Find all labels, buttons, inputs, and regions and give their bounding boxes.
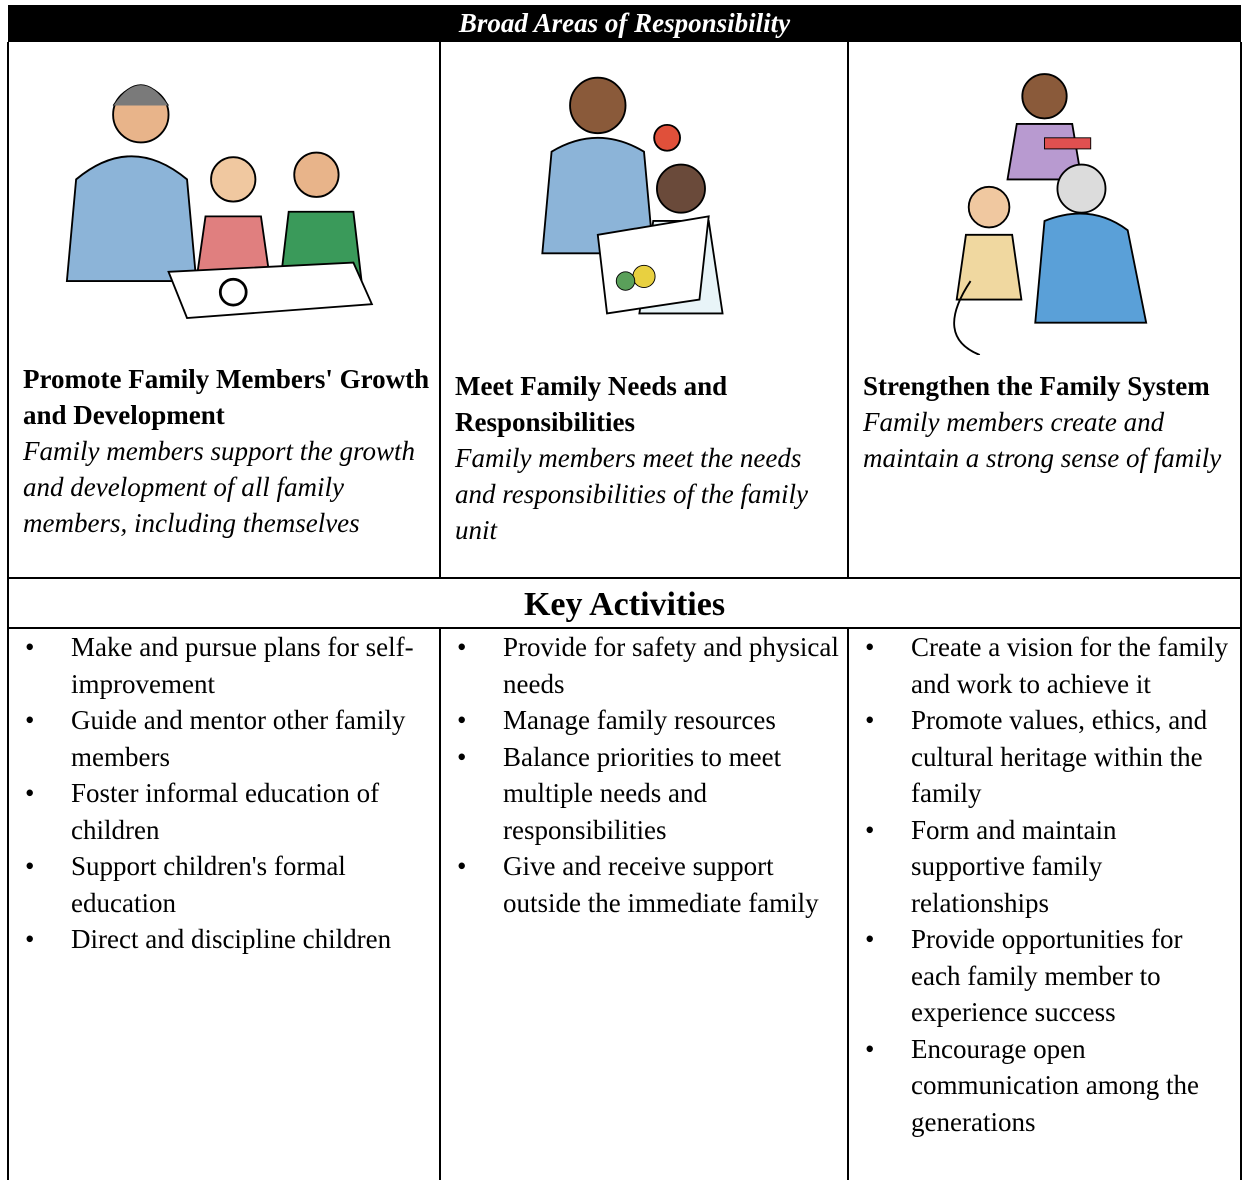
column-cell: Meet Family Needs and Responsibilities Fa…: [441, 42, 847, 577]
border: [7, 577, 1242, 579]
activity: Form and maintain supportive family rela…: [865, 812, 1232, 922]
activities-cell: Create a vision for the family and work …: [849, 629, 1240, 1140]
heading: Strengthen the Family System: [863, 371, 1210, 401]
activity: Guide and mentor other family members: [25, 702, 431, 775]
activity: Provide for safety and physical needs: [457, 629, 839, 702]
activity-list: Create a vision for the family and work …: [859, 629, 1232, 1140]
cell-text: Meet Family Needs and Responsibilities Fa…: [455, 368, 841, 548]
border: [7, 627, 1242, 629]
description: Family members meet the needs and respon…: [455, 443, 808, 545]
activities-cell: Make and pursue plans for self-improveme…: [9, 629, 439, 958]
table-header: Broad Areas of Responsibility: [8, 5, 1241, 42]
section-title: Key Activities: [523, 586, 726, 623]
border: [847, 42, 849, 579]
activities-cell: Provide for safety and physical needsMan…: [441, 629, 847, 921]
column-cell: Strengthen the Family System Family membe…: [849, 42, 1240, 577]
border: [439, 42, 441, 579]
description: Family members create and maintain a str…: [863, 407, 1222, 473]
activity: Encourage open communication among the g…: [865, 1031, 1232, 1141]
activity: Support children's formal education: [25, 848, 431, 921]
activity: Foster informal education of children: [25, 775, 431, 848]
illustration: [953, 73, 1148, 355]
cell-text: Strengthen the Family System Family membe…: [863, 368, 1234, 476]
activity-list: Make and pursue plans for self-improveme…: [19, 629, 431, 958]
activity: Promote values, ethics, and cultural her…: [865, 702, 1232, 812]
illustration: [65, 84, 374, 320]
activity: Provide opportunities for each family me…: [865, 921, 1232, 1031]
heading: Promote Family Members' Growth and Devel…: [23, 364, 430, 430]
cell-text: Promote Family Members' Growth and Devel…: [23, 361, 433, 541]
activity: Manage family resources: [457, 702, 839, 739]
activity-list: Provide for safety and physical needsMan…: [451, 629, 839, 921]
heading: Meet Family Needs and Responsibilities: [455, 371, 728, 437]
activity: Direct and discipline children: [25, 921, 431, 958]
illustration: [541, 76, 724, 315]
border: [7, 42, 9, 1180]
border: [1240, 42, 1242, 1180]
column-cell: Promote Family Members' Growth and Devel…: [9, 42, 439, 577]
description: Family members support the growth and de…: [23, 436, 415, 538]
activity: Balance priorities to meet multiple need…: [457, 739, 839, 849]
activity: Give and receive support outside the imm…: [457, 848, 839, 921]
border: [439, 627, 441, 1180]
activity: Make and pursue plans for self-improveme…: [25, 629, 431, 702]
border: [847, 627, 849, 1180]
activity: Create a vision for the family and work …: [865, 629, 1232, 702]
